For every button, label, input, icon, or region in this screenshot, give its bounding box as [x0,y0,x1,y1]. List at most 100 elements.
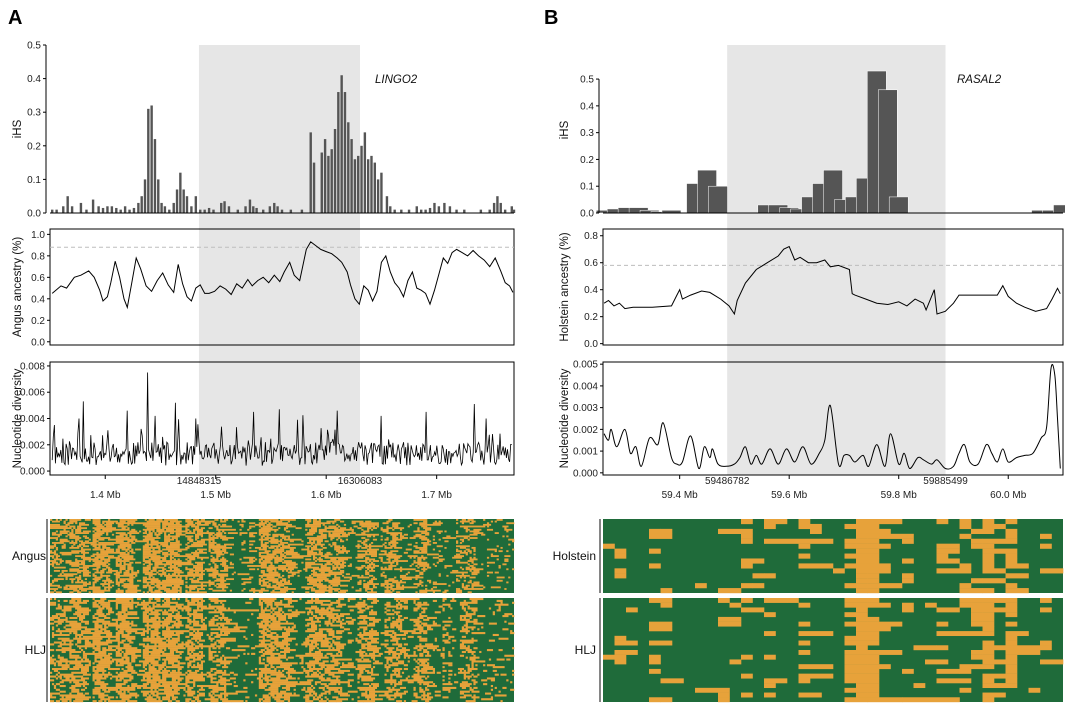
haplotype-cell [198,643,204,646]
haplotype-cell [200,662,204,665]
haplotype-cell [144,637,151,640]
haplotype-cell [167,573,171,576]
haplotype-cell [355,589,362,592]
haplotype-cell [440,654,445,657]
haplotype-cell [338,669,349,672]
haplotype-cell [461,586,468,589]
haplotype-cell [326,624,329,627]
haplotype-cell [55,677,59,680]
haplotype-cell [278,654,283,657]
haplotype-cell [177,669,180,672]
haplotype-cell [150,527,161,530]
haplotype-cell [349,563,352,566]
haplotype-cell [208,645,215,648]
haplotype-cell [415,578,418,581]
haplotype-cell [185,609,190,612]
haplotype-cell [386,667,389,671]
haplotype-cell [63,573,78,576]
haplotype-cell [55,688,59,691]
haplotype-cell [69,542,78,544]
haplotype-cell [459,618,465,621]
haplotype-cell [185,635,190,638]
haplotype-cell [324,667,341,671]
haplotype-cell [417,527,420,530]
haplotype-cell [394,568,399,571]
haplotype-cell [210,643,215,646]
haplotype-cell [166,540,171,543]
haplotype-cell [506,581,509,584]
haplotype-cell [50,555,55,558]
haplotype-cell [338,630,345,633]
haplotype-cell [287,599,298,602]
haplotype-cell [386,605,391,608]
haplotype-cell [266,576,273,579]
haplotype-cell [369,574,374,577]
haplotype-cell [413,551,418,554]
haplotype-cell [332,658,341,661]
haplotype-cell [374,613,378,616]
haplotype-cell [264,616,269,619]
haplotype-cell [268,540,273,543]
haplotype-cell [57,637,60,640]
haplotype-cell [183,694,186,697]
haplotype-cell [283,537,287,539]
haplotype-cell [463,641,474,644]
haplotype-cell [108,671,111,674]
haplotype-cell [148,667,157,671]
haplotype-cell [314,560,318,562]
haplotype-cell [218,584,221,587]
haplotype-cell [117,599,124,602]
haplotype-cell [399,630,403,633]
haplotype-cell [142,581,149,584]
haplotype-cell [452,639,457,642]
haplotype-cell [119,522,126,525]
haplotype-cell [423,671,426,674]
haplotype-cell [314,543,318,546]
haplotype-cell [258,581,262,584]
haplotype-cell [61,553,72,556]
haplotype-cell [154,546,161,549]
haplotype-cell [55,548,59,551]
haplotype-cell [50,551,55,554]
haplotype-cell [164,609,167,612]
haplotype-cell [82,573,89,576]
haplotype-cell [266,643,269,646]
haplotype-cell [409,556,412,559]
ancestry-y-tick-label: 1.0 [31,230,45,241]
haplotype-cell [419,683,422,686]
haplotype-cell [69,686,72,689]
haplotype-cell [231,628,240,631]
ihs-bar [380,172,383,213]
haplotype-cell [167,675,178,678]
haplotype-cell [169,543,182,546]
haplotype-cell [173,609,178,612]
haplotype-cell [392,535,395,538]
haplotype-cell [330,538,333,541]
haplotype-cell [220,576,225,579]
haplotype-cell [106,690,109,693]
haplotype-cell [461,584,465,587]
haplotype-cell [502,615,509,618]
haplotype-cell [80,556,91,559]
haplotype-cell [359,598,362,601]
haplotype-cell [399,645,403,648]
haplotype-cell [309,581,312,584]
haplotype-cell [394,537,399,539]
haplotype-cell [283,568,294,571]
haplotype-cell [340,579,350,582]
haplotype-cell [98,688,101,691]
haplotype-cell [65,540,70,543]
haplotype-cell [369,520,372,523]
haplotype-cell [164,605,171,608]
haplotype-cell [280,673,283,676]
haplotype-cell [239,523,244,526]
haplotype-cell [80,632,103,635]
haplotype-cell [369,551,374,554]
haplotype-cell [125,645,132,648]
haplotype-cell [129,664,132,667]
haplotype-cell [262,565,265,567]
haplotype-cell [320,545,323,548]
haplotype-cell [266,635,289,638]
haplotype-cell [229,553,234,556]
haplotype-cell [142,620,147,623]
